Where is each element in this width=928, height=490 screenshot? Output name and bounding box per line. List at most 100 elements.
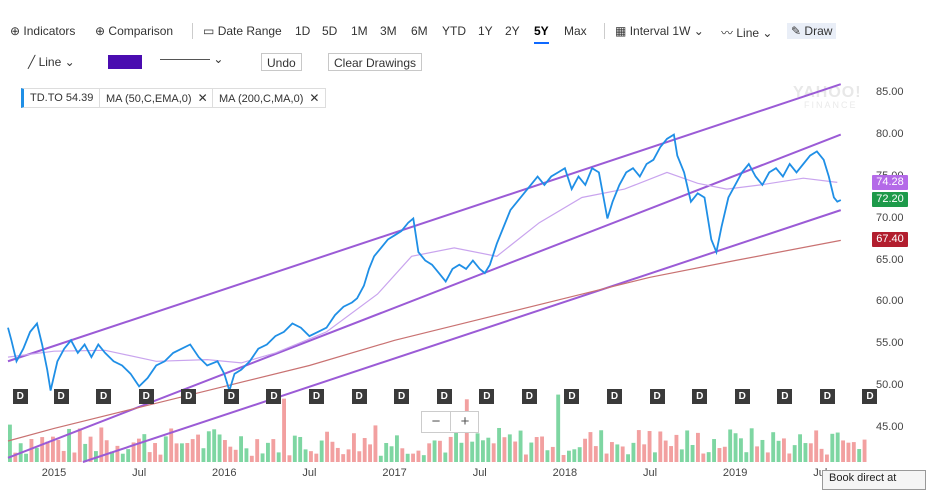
- price-tag: 72.20: [872, 192, 908, 208]
- volume-bar: [346, 449, 351, 462]
- interval-label: Interval: [629, 24, 670, 38]
- volume-bar: [400, 448, 405, 462]
- volume-bar: [739, 438, 743, 462]
- close-icon[interactable]: ✕: [197, 91, 208, 105]
- close-icon[interactable]: ✕: [309, 91, 320, 105]
- line-style-dropdown[interactable]: ⌄: [160, 52, 223, 66]
- dividend-marker[interactable]: D: [351, 389, 367, 404]
- volume-bar: [18, 443, 23, 462]
- trend-channel-line[interactable]: [7, 133, 842, 459]
- range-1y[interactable]: 1Y: [478, 24, 493, 38]
- price-line[interactable]: [7, 133, 842, 394]
- color-swatch[interactable]: [108, 55, 142, 69]
- interval-dropdown[interactable]: ▦ Interval 1W ⌄: [615, 24, 704, 38]
- trend-channel-line[interactable]: [7, 83, 842, 363]
- clear-drawings-button[interactable]: Clear Drawings: [328, 53, 423, 71]
- draw-button[interactable]: ✎ Draw: [787, 23, 837, 39]
- volume-bar: [819, 448, 824, 462]
- dividend-marker[interactable]: D: [862, 389, 878, 404]
- volume-bar: [292, 435, 297, 462]
- range-max[interactable]: Max: [564, 24, 587, 38]
- dividend-marker[interactable]: D: [479, 389, 495, 404]
- volume-bar: [233, 449, 238, 462]
- dividend-marker[interactable]: D: [138, 389, 154, 404]
- range-3m[interactable]: 3M: [380, 24, 397, 38]
- y-axis-tick-label: 85.00: [876, 85, 904, 98]
- toolbar-divider: [604, 23, 605, 39]
- plus-circle-icon: ⊕: [95, 24, 106, 38]
- zoom-in-button[interactable]: +: [450, 412, 479, 431]
- dividend-marker[interactable]: D: [521, 389, 537, 404]
- volume-bar: [303, 449, 308, 462]
- volume-bar: [271, 439, 276, 462]
- volume-bar: [421, 455, 426, 462]
- zoom-out-button[interactable]: −: [431, 413, 441, 430]
- range-5y[interactable]: 5Y: [534, 24, 549, 44]
- volume-bar: [378, 455, 383, 462]
- volume-bar: [373, 425, 378, 462]
- dividend-marker[interactable]: D: [819, 389, 835, 404]
- dividend-marker[interactable]: D: [564, 389, 580, 404]
- volume-bar: [851, 442, 856, 462]
- dividend-marker[interactable]: D: [607, 389, 623, 404]
- volume-bar: [588, 432, 593, 462]
- x-axis-tick-label: 2018: [552, 467, 578, 479]
- volume-bar: [841, 440, 845, 462]
- comparison-button[interactable]: ⊕ Comparison: [95, 24, 173, 38]
- dividend-marker[interactable]: D: [181, 389, 197, 404]
- range-1m[interactable]: 1M: [351, 24, 368, 38]
- range-ytd[interactable]: YTD: [442, 24, 466, 38]
- date-range-button[interactable]: ▭ Date Range: [203, 24, 282, 38]
- y-axis-tick-label: 70.00: [876, 211, 904, 224]
- legend-ema50[interactable]: MA (50,C,EMA,0) ✕: [99, 88, 215, 108]
- volume-bar: [180, 443, 184, 462]
- volume-bar: [857, 449, 862, 462]
- volume-bar: [776, 440, 781, 462]
- volume-bar: [276, 452, 281, 462]
- volume-bar: [201, 448, 206, 462]
- legend-symbol[interactable]: TD.TO 54.39: [21, 88, 101, 108]
- range-6m[interactable]: 6M: [411, 24, 428, 38]
- dividend-marker[interactable]: D: [12, 389, 28, 404]
- volume-bar: [126, 449, 131, 462]
- volume-bar: [249, 455, 254, 462]
- range-2y[interactable]: 2Y: [505, 24, 520, 38]
- line-tool-dropdown[interactable]: ╱ Line ⌄: [28, 55, 75, 69]
- book-direct-popup[interactable]: Book direct at: [822, 470, 926, 490]
- dividend-marker[interactable]: D: [394, 389, 410, 404]
- volume-bar: [599, 430, 604, 462]
- volume-bar: [733, 433, 738, 462]
- volume-bar: [706, 452, 711, 462]
- dividend-marker[interactable]: D: [96, 389, 112, 404]
- dividend-marker[interactable]: D: [436, 389, 452, 404]
- y-axis-tick-label: 80.00: [876, 127, 904, 140]
- dividend-marker[interactable]: D: [692, 389, 708, 404]
- dividend-marker[interactable]: D: [309, 389, 325, 404]
- volume-bar: [223, 440, 227, 462]
- indicators-button[interactable]: ⊕ Indicators: [10, 24, 75, 38]
- dividend-marker[interactable]: D: [223, 389, 239, 404]
- volume-bar: [51, 436, 55, 462]
- volume-bar: [663, 440, 668, 462]
- dividend-marker[interactable]: D: [649, 389, 665, 404]
- x-axis-tick-label: 2017: [382, 467, 407, 479]
- x-axis-tick-label: Jul: [472, 467, 487, 479]
- dividend-marker[interactable]: D: [53, 389, 69, 404]
- volume-bar: [610, 442, 614, 462]
- undo-button[interactable]: Undo: [261, 53, 302, 71]
- ema50-line[interactable]: [7, 171, 838, 364]
- range-1d[interactable]: 1D: [295, 24, 311, 38]
- volume-bar: [185, 443, 190, 462]
- dividend-marker[interactable]: D: [266, 389, 282, 404]
- x-axis-tick-label: 2016: [212, 467, 237, 479]
- legend-ma200[interactable]: MA (200,C,MA,0) ✕: [212, 88, 327, 108]
- dividend-marker[interactable]: D: [777, 389, 793, 404]
- dividend-marker[interactable]: D: [734, 389, 750, 404]
- chart-type-dropdown[interactable]: 〰 Line ⌄: [721, 24, 772, 41]
- volume-bar: [507, 434, 512, 462]
- volume-bar: [443, 452, 448, 462]
- volume-bar: [395, 435, 399, 462]
- volume-bar: [518, 430, 523, 462]
- volume-bar: [550, 446, 555, 462]
- range-5d[interactable]: 5D: [322, 24, 338, 38]
